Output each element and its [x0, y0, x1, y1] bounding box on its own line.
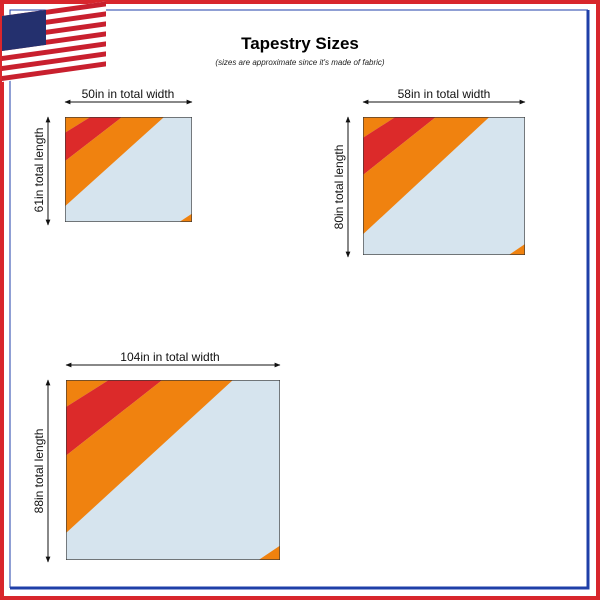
width-label: 58in in total width [398, 87, 491, 101]
subtitle: (sizes are approximate since it's made o… [215, 58, 384, 67]
tapestry-small [65, 117, 192, 222]
tapestry-large [66, 380, 280, 560]
frame-inner [10, 10, 590, 590]
title: Tapestry Sizes [241, 34, 359, 53]
width-label: 104in in total width [120, 350, 219, 364]
tapestry-medium [363, 117, 525, 255]
frame-inner-thin [9, 9, 588, 588]
us-flag [2, 1, 106, 82]
length-label: 88in total length [32, 429, 46, 514]
width-label: 50in in total width [82, 87, 175, 101]
length-label: 80in total length [332, 145, 346, 230]
length-label: 61in total length [32, 128, 46, 213]
